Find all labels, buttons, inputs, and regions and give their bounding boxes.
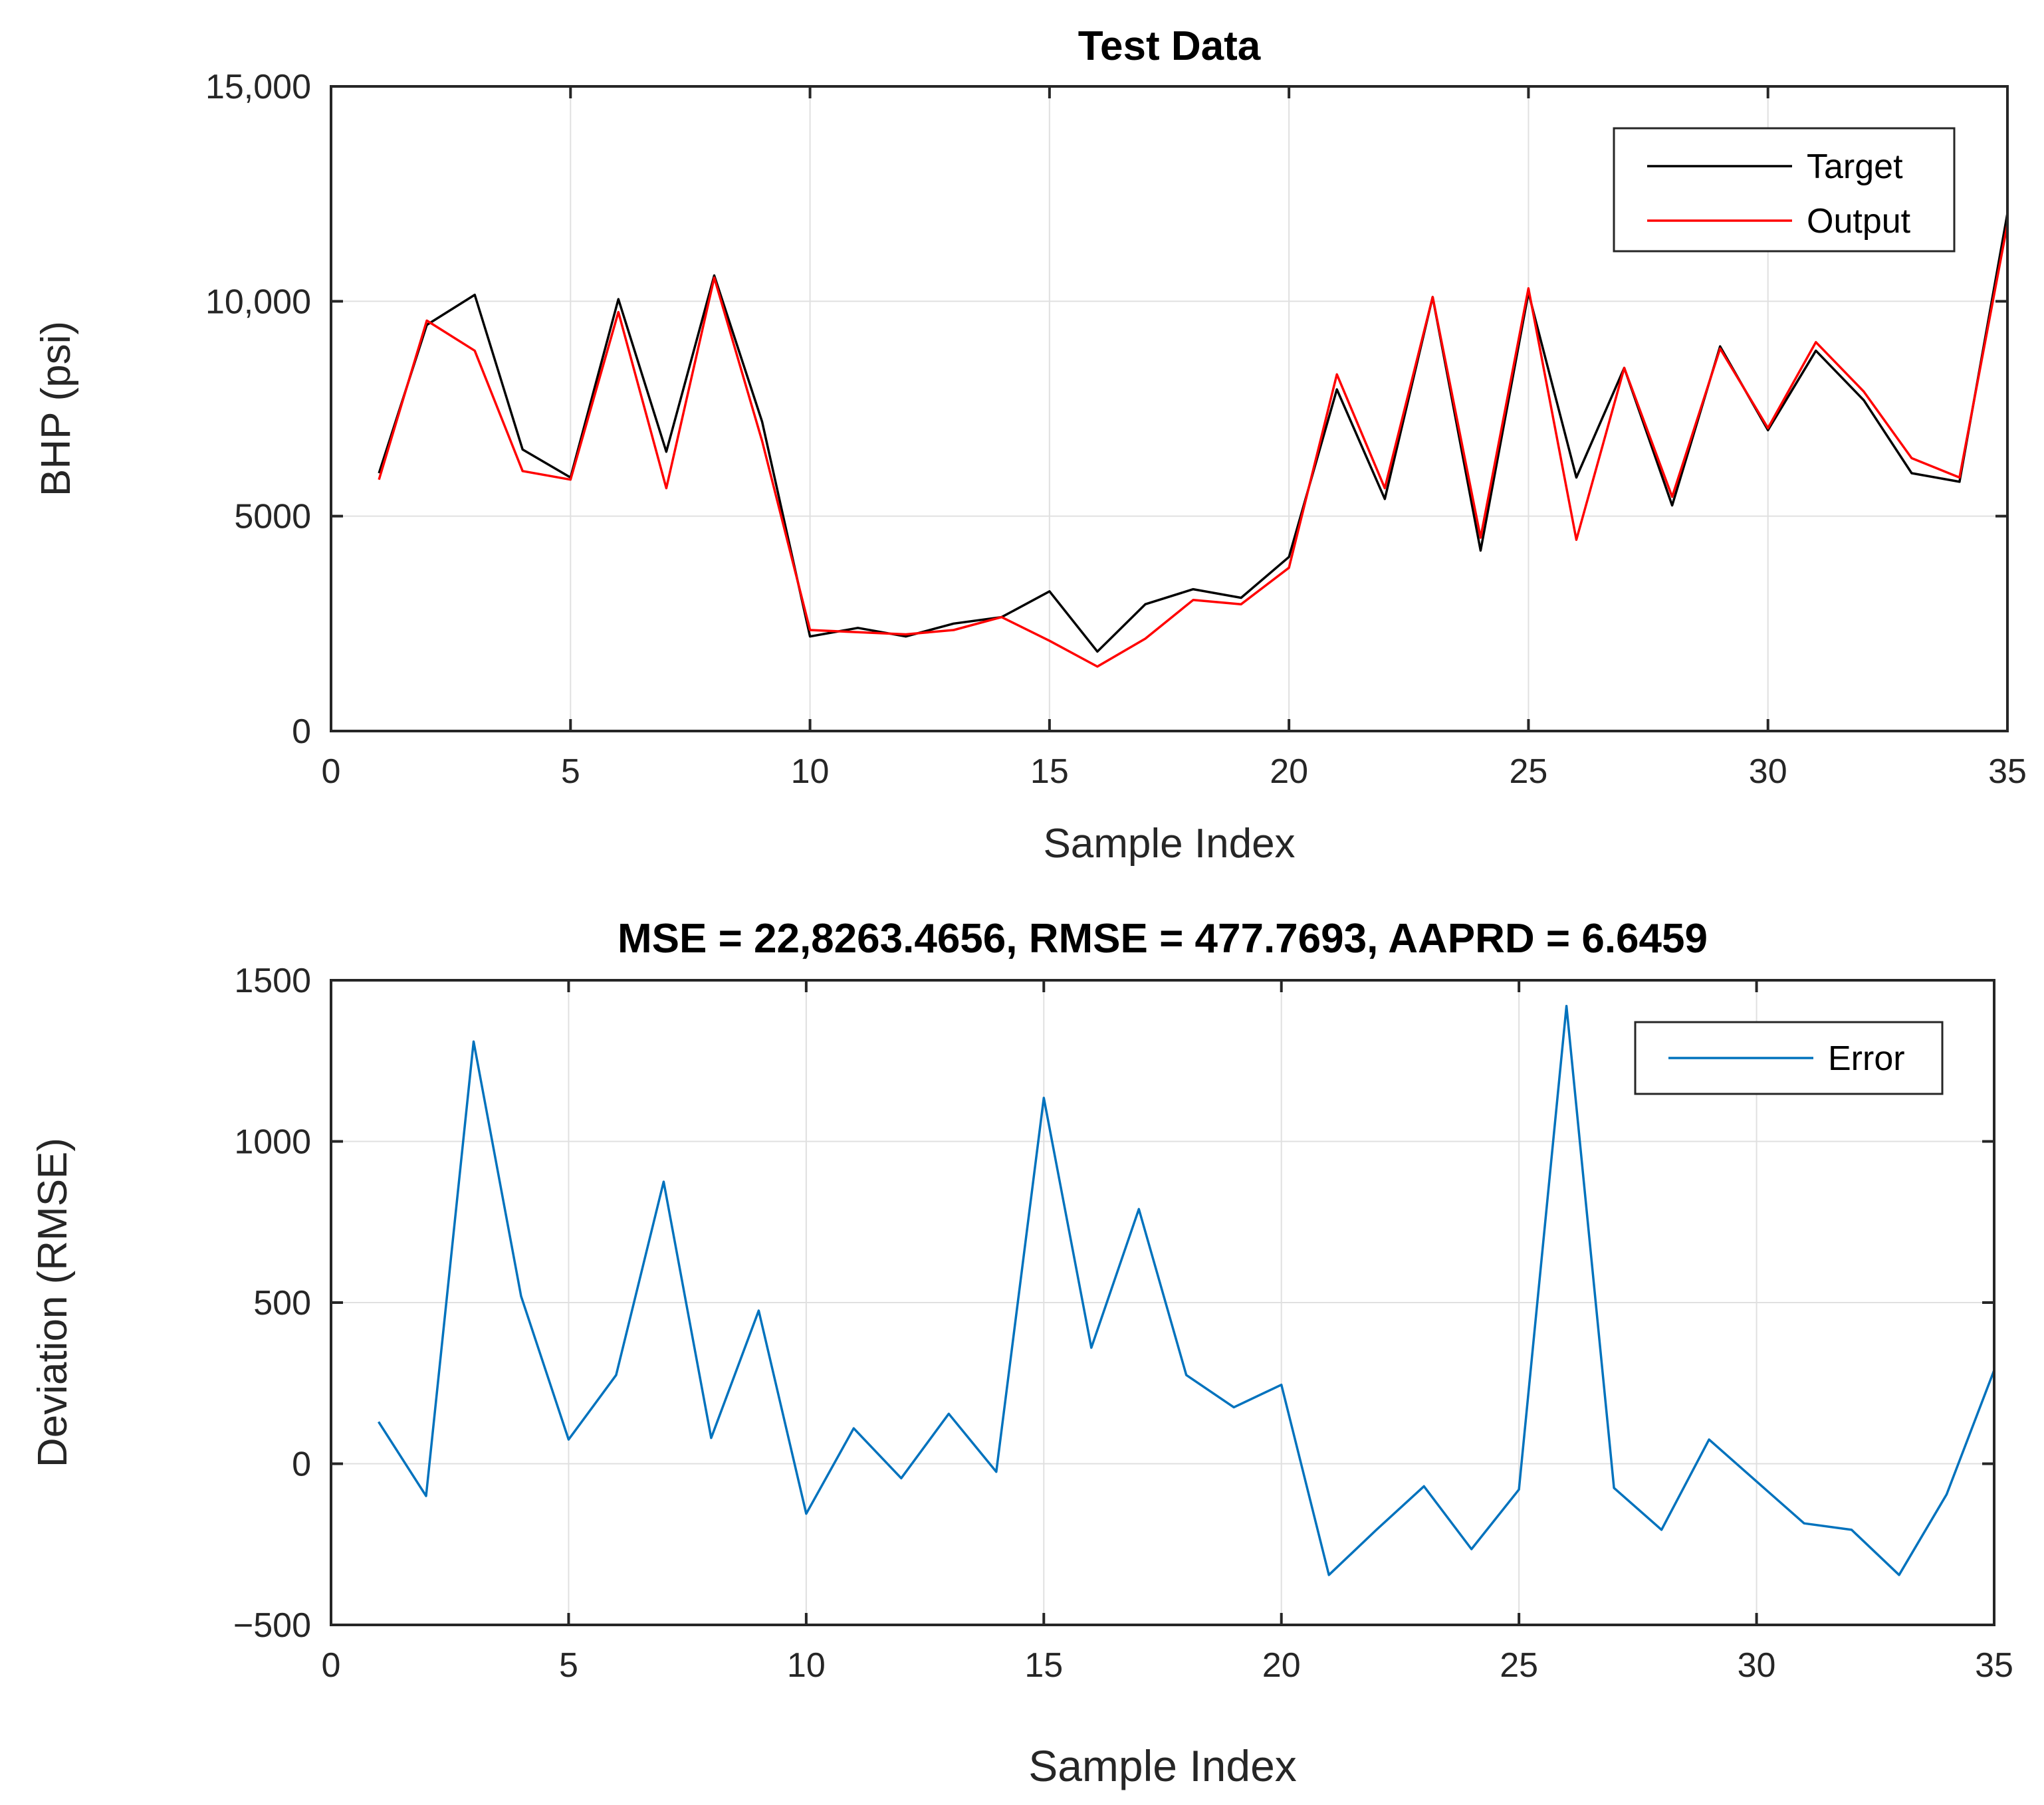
- x-tick-label: 35: [1988, 752, 2027, 791]
- x-tick-label: 20: [1270, 752, 1308, 791]
- y-tick-label: 500: [253, 1284, 311, 1323]
- legend-label-error: Error: [1828, 1039, 1905, 1078]
- x-tick-label: 0: [322, 1646, 341, 1685]
- legend-label-target: Target: [1807, 148, 1903, 186]
- x-tick-label: 10: [787, 1646, 826, 1685]
- x-tick-label: 30: [1738, 1646, 1776, 1685]
- x-axis-label: Sample Index: [1043, 821, 1295, 867]
- y-tick-label: −500: [233, 1606, 311, 1645]
- x-tick-label: 15: [1024, 1646, 1063, 1685]
- y-tick-label: 0: [292, 712, 311, 751]
- x-tick-label: 20: [1262, 1646, 1301, 1685]
- series-line-target: [378, 213, 2009, 653]
- deviation-error-chart: 0 5 10 15 20 25 30 35 −500 0 500 1000 1500 MSE = 22,8…: [30, 916, 2013, 1790]
- x-tick-label: 30: [1749, 752, 1787, 791]
- legend: Target Output: [1613, 127, 1956, 253]
- y-tick-label: 10,000: [205, 282, 311, 321]
- series-line-error: [378, 1005, 1995, 1576]
- y-tick-label: 0: [292, 1445, 311, 1484]
- x-tick-label: 35: [1975, 1646, 2013, 1685]
- y-axis-label: BHP (psi): [33, 321, 79, 496]
- legend-box: [1613, 127, 1956, 253]
- y-tick-label: 1500: [234, 962, 311, 1000]
- y-tick-label: 1000: [234, 1123, 311, 1162]
- y-tick-label: 5000: [234, 498, 311, 536]
- x-tick-label: 25: [1510, 752, 1548, 791]
- bhp-test-data-chart: 0 5 10 15 20 25 30 35 0 5000 10,000 15,000 Test Data…: [33, 23, 2027, 867]
- y-tick-label: 15,000: [205, 68, 311, 106]
- x-tick-label: 25: [1500, 1646, 1538, 1685]
- plot-area-frame: [330, 85, 2009, 732]
- chart-title: MSE = 22,8263.4656, RMSE = 477.7693, AAP…: [618, 916, 1708, 962]
- x-tick-label: 15: [1030, 752, 1069, 791]
- x-tick-label: 0: [322, 752, 341, 791]
- x-tick-label: 5: [559, 1646, 578, 1685]
- series-line-output: [378, 223, 2009, 668]
- legend: Error: [1634, 1021, 1944, 1095]
- x-axis-label: Sample Index: [1028, 1741, 1297, 1790]
- legend-label-output: Output: [1807, 202, 1911, 241]
- x-tick-label: 10: [791, 752, 830, 791]
- x-tick-label: 5: [561, 752, 580, 791]
- chart-title: Test Data: [1078, 23, 1261, 69]
- y-axis-label: Deviation (RMSE): [30, 1138, 76, 1467]
